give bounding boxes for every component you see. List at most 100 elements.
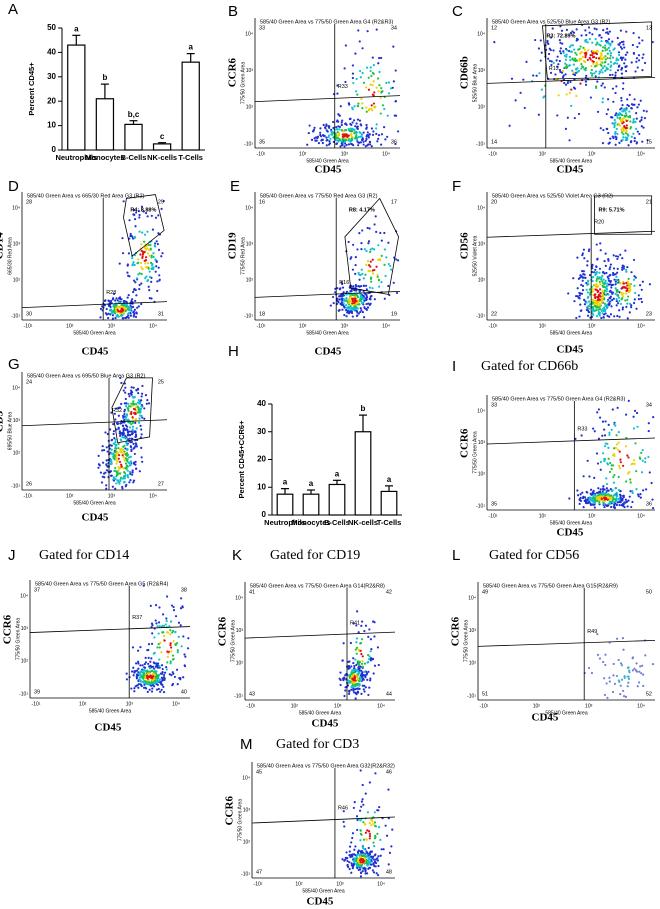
event-dot — [554, 73, 556, 75]
event-dot — [127, 434, 129, 436]
event-dot — [606, 483, 608, 485]
event-dot — [137, 262, 139, 264]
event-dot — [612, 56, 614, 58]
event-dot — [601, 497, 603, 499]
event-dot — [642, 673, 644, 675]
y-tick-label: 10 — [257, 482, 266, 491]
plot-header: 585/40 Green Area vs 775/50 Green Area G… — [260, 19, 393, 25]
event-dot — [617, 69, 619, 71]
event-dot — [150, 262, 152, 264]
event-dot — [632, 32, 634, 34]
event-dot — [369, 84, 371, 86]
event-dot — [378, 57, 380, 59]
event-dot — [379, 839, 381, 841]
event-dot — [626, 303, 628, 305]
y-tick-label: 10⁴ — [468, 595, 476, 601]
event-dot — [380, 281, 382, 283]
x-tick-label: Monocytes — [85, 153, 124, 162]
y-tick-label: 10⁴ — [477, 205, 485, 211]
event-dot — [575, 95, 577, 97]
event-dot — [385, 825, 387, 827]
event-dot — [390, 87, 392, 89]
event-dot — [607, 33, 609, 35]
quadrant-line — [487, 438, 655, 444]
event-dot — [605, 294, 607, 296]
y-sublabel: 775/50 Green Area — [463, 620, 469, 662]
event-dot — [626, 124, 628, 126]
event-dot — [359, 661, 361, 663]
event-dot — [614, 74, 616, 76]
event-dot — [361, 859, 363, 861]
event-dot — [382, 104, 384, 106]
event-dot — [355, 256, 357, 258]
y-tick-label: 10⁴ — [235, 595, 243, 601]
event-dot — [364, 248, 366, 250]
event-dot — [628, 678, 630, 680]
event-dot — [131, 257, 133, 259]
event-dot — [597, 487, 599, 489]
y-axis-label: Percent CD45+CCR6+ — [237, 420, 246, 499]
event-dot — [361, 72, 363, 74]
event-dot — [364, 676, 366, 678]
event-dot — [550, 72, 552, 74]
event-dot — [329, 142, 331, 144]
event-dot — [372, 57, 374, 59]
event-dot — [607, 53, 609, 55]
event-dot — [591, 60, 593, 62]
event-dot — [361, 269, 363, 271]
event-dot — [598, 294, 600, 296]
event-dot — [372, 862, 374, 864]
event-dot — [170, 660, 172, 662]
event-dot — [355, 664, 357, 666]
event-dot — [373, 871, 375, 873]
event-dot — [569, 59, 571, 61]
event-dot — [133, 387, 135, 389]
event-dot — [599, 242, 601, 244]
event-dot — [383, 108, 385, 110]
event-dot — [142, 253, 144, 255]
event-dot — [345, 44, 347, 46]
event-dot — [120, 439, 122, 441]
event-dot — [174, 643, 176, 645]
event-dot — [129, 430, 131, 432]
event-dot — [615, 293, 617, 295]
event-dot — [587, 460, 589, 462]
event-dot — [162, 686, 164, 688]
event-dot — [373, 64, 375, 66]
event-dot — [370, 824, 372, 826]
event-dot — [616, 492, 618, 494]
event-dot — [137, 650, 139, 652]
event-dot — [356, 610, 358, 612]
event-dot — [134, 237, 136, 239]
event-dot — [367, 858, 369, 860]
y-axis-label: CCR6 — [217, 616, 229, 646]
y-tick-label: 10² — [478, 105, 486, 111]
event-dot — [644, 62, 646, 64]
event-dot — [356, 637, 358, 639]
event-dot — [182, 635, 184, 637]
event-dot — [127, 470, 129, 472]
event-dot — [576, 59, 578, 61]
event-dot — [103, 449, 105, 451]
event-dot — [596, 53, 598, 55]
event-dot — [336, 93, 338, 95]
event-dot — [622, 306, 624, 308]
event-dot — [536, 75, 538, 77]
event-dot — [608, 434, 610, 436]
event-dot — [354, 273, 356, 275]
event-dot — [329, 138, 331, 140]
event-dot — [610, 313, 612, 315]
event-dot — [367, 306, 369, 308]
quadrant-label: 33 — [259, 25, 265, 31]
event-dot — [167, 632, 169, 634]
y-tick-label: 40 — [47, 48, 56, 57]
x-axis-label: CD45 — [557, 527, 584, 539]
event-dot — [369, 781, 371, 783]
event-dot — [123, 413, 125, 415]
event-dot — [569, 56, 571, 58]
event-dot — [171, 684, 173, 686]
event-dot — [615, 136, 617, 138]
event-dot — [328, 134, 330, 136]
event-dot — [627, 116, 629, 118]
flow-plot: B585/40 Green Area vs 775/50 Green Area … — [227, 3, 400, 176]
